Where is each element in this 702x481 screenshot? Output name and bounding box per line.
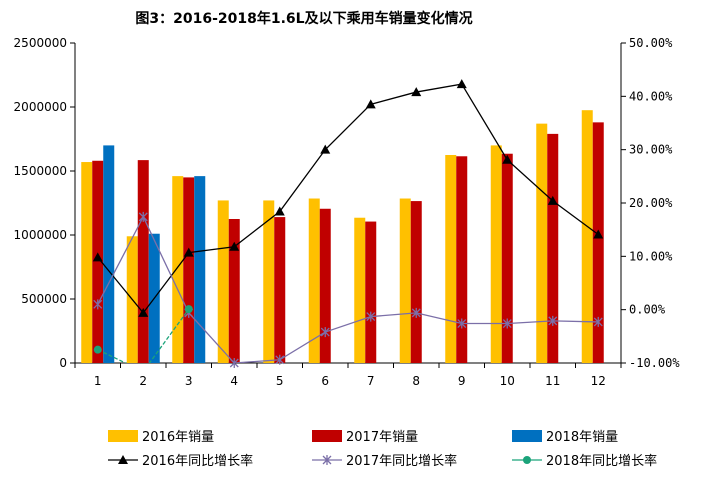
left-tick-label: 1000000 bbox=[14, 228, 67, 242]
bar-2-4 bbox=[228, 219, 240, 363]
x-tick-label: 9 bbox=[458, 374, 466, 388]
line-2-point-9 bbox=[457, 318, 467, 329]
line-series-2 bbox=[97, 215, 599, 363]
line-2-point-11 bbox=[548, 315, 558, 326]
line-3-point-3 bbox=[184, 305, 193, 314]
x-tick-label: 3 bbox=[185, 374, 193, 388]
legend: 2016年销量 2017年销量 2018年销量 2016年同比增长率 2017年同比增长… bbox=[108, 430, 657, 469]
x-tick-label: 4 bbox=[230, 374, 238, 388]
line-1-point-1 bbox=[92, 252, 103, 262]
right-tick-label: 0.00% bbox=[629, 303, 666, 317]
bar-1-1 bbox=[81, 162, 93, 363]
right-tick-label: 40.00% bbox=[629, 89, 673, 103]
legend-label-line-3: 2018年同比增长率 bbox=[546, 453, 657, 469]
left-tick-label: 1500000 bbox=[14, 164, 67, 178]
legend-swatch-bar-3 bbox=[512, 430, 542, 442]
right-tick-label: 10.00% bbox=[629, 249, 673, 263]
legend-label-bar-2: 2017年销量 bbox=[346, 430, 418, 445]
legend-label-bar-3: 2018年销量 bbox=[546, 430, 618, 445]
right-tick-label: 50.00% bbox=[629, 36, 673, 50]
x-tick-label: 12 bbox=[591, 374, 606, 388]
line-1-point-3 bbox=[183, 247, 194, 257]
bar-2-11 bbox=[547, 133, 559, 363]
line-3-point-1 bbox=[93, 345, 102, 354]
bar-1-12 bbox=[581, 110, 593, 363]
bar-1-10 bbox=[490, 145, 502, 363]
left-tick-label: 500000 bbox=[21, 292, 67, 306]
legend-swatch-bar-1 bbox=[108, 430, 138, 442]
bar-1-8 bbox=[399, 198, 411, 363]
right-tick-label: -10.00% bbox=[629, 356, 680, 370]
bar-1-11 bbox=[536, 123, 548, 363]
bar-2-3 bbox=[183, 177, 195, 363]
x-tick-label: 2 bbox=[139, 374, 147, 388]
legend-marker-1 bbox=[118, 455, 128, 464]
bar-2-5 bbox=[274, 217, 286, 363]
bar-2-8 bbox=[410, 201, 422, 363]
bar-2-2 bbox=[137, 160, 149, 363]
line-2-point-8 bbox=[411, 307, 421, 318]
bar-2-1 bbox=[92, 160, 104, 363]
bar-2-7 bbox=[365, 221, 377, 363]
line-2-point-1 bbox=[93, 299, 103, 310]
line-1-point-7 bbox=[365, 99, 376, 109]
legend-label-line-1: 2016年同比增长率 bbox=[142, 453, 253, 469]
x-tick-label: 11 bbox=[545, 374, 560, 388]
left-tick-label: 2500000 bbox=[14, 36, 67, 50]
line-1-point-2 bbox=[138, 307, 149, 317]
line-2-point-6 bbox=[320, 327, 330, 338]
line-1-point-6 bbox=[320, 144, 331, 154]
legend-label-line-2: 2017年同比增长率 bbox=[346, 453, 457, 469]
right-tick-label: 20.00% bbox=[629, 196, 673, 210]
line-2-point-4 bbox=[229, 358, 239, 368]
line-1-point-9 bbox=[456, 79, 467, 89]
line-2-point-5 bbox=[275, 354, 285, 365]
x-tick-label: 5 bbox=[276, 374, 284, 388]
line-1-point-11 bbox=[547, 195, 558, 205]
bar-2-10 bbox=[501, 153, 513, 363]
line-2-point-12 bbox=[593, 316, 603, 327]
x-tick-label: 1 bbox=[94, 374, 102, 388]
legend-label-bar-1: 2016年销量 bbox=[142, 430, 214, 445]
line-2-point-7 bbox=[366, 311, 376, 322]
bar-2-12 bbox=[592, 122, 604, 363]
legend-swatch-bar-2 bbox=[312, 430, 342, 442]
legend-marker-2 bbox=[322, 455, 332, 465]
plot-area: 0 500000 1000000 1500000 2000000 2500000 -10.0… bbox=[14, 36, 681, 388]
bar-1-9 bbox=[445, 155, 457, 363]
line-2-point-10 bbox=[502, 318, 512, 329]
chart-title: 图3：2016-2018年1.6L及以下乘用车销量变化情况 bbox=[135, 10, 472, 27]
left-tick-label: 0 bbox=[59, 356, 67, 370]
line-series-1 bbox=[97, 83, 599, 314]
bar-1-5 bbox=[263, 200, 275, 363]
bar-3-1 bbox=[103, 145, 115, 363]
line-1-point-12 bbox=[593, 229, 604, 239]
right-tick-label: 30.00% bbox=[629, 143, 673, 157]
left-tick-label: 2000000 bbox=[14, 100, 67, 114]
line-1-point-8 bbox=[411, 87, 422, 97]
legend-marker-3 bbox=[523, 456, 531, 464]
bar-2-9 bbox=[456, 156, 468, 363]
x-tick-label: 7 bbox=[367, 374, 375, 388]
x-tick-label: 6 bbox=[321, 374, 329, 388]
bar-1-7 bbox=[354, 217, 366, 363]
line-1-point-5 bbox=[274, 206, 285, 216]
bar-1-4 bbox=[217, 200, 229, 363]
bar-2-6 bbox=[319, 208, 331, 363]
line-1-point-4 bbox=[229, 241, 240, 251]
bar-3-3 bbox=[194, 176, 206, 363]
line-1-point-10 bbox=[502, 154, 513, 164]
x-tick-label: 10 bbox=[500, 374, 515, 388]
x-tick-label: 8 bbox=[412, 374, 420, 388]
line-2-point-2 bbox=[138, 211, 148, 222]
bar-1-6 bbox=[308, 198, 320, 363]
bar-1-3 bbox=[172, 176, 184, 363]
